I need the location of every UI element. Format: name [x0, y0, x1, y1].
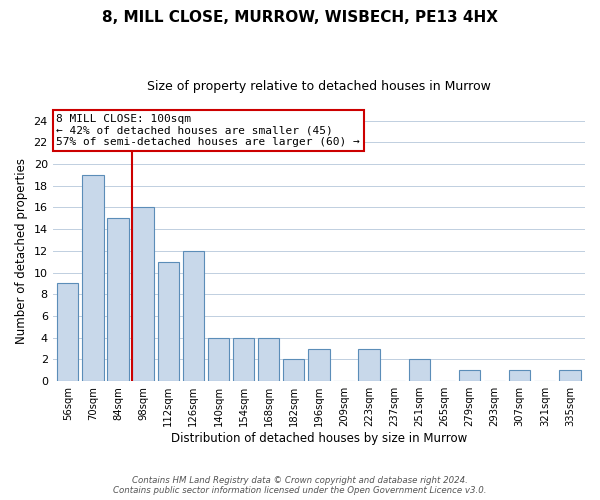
Text: 8 MILL CLOSE: 100sqm
← 42% of detached houses are smaller (45)
57% of semi-detac: 8 MILL CLOSE: 100sqm ← 42% of detached h…: [56, 114, 360, 147]
Bar: [559, 370, 581, 381]
X-axis label: Distribution of detached houses by size in Murrow: Distribution of detached houses by size …: [171, 432, 467, 445]
Bar: [57, 284, 79, 381]
Bar: [158, 262, 179, 381]
Y-axis label: Number of detached properties: Number of detached properties: [15, 158, 28, 344]
Text: 8, MILL CLOSE, MURROW, WISBECH, PE13 4HX: 8, MILL CLOSE, MURROW, WISBECH, PE13 4HX: [102, 10, 498, 25]
Bar: [182, 251, 204, 381]
Bar: [107, 218, 128, 381]
Title: Size of property relative to detached houses in Murrow: Size of property relative to detached ho…: [147, 80, 491, 93]
Bar: [459, 370, 480, 381]
Bar: [509, 370, 530, 381]
Bar: [283, 360, 304, 381]
Bar: [409, 360, 430, 381]
Bar: [233, 338, 254, 381]
Bar: [308, 348, 329, 381]
Bar: [258, 338, 279, 381]
Bar: [208, 338, 229, 381]
Bar: [358, 348, 380, 381]
Bar: [82, 175, 104, 381]
Text: Contains HM Land Registry data © Crown copyright and database right 2024.
Contai: Contains HM Land Registry data © Crown c…: [113, 476, 487, 495]
Bar: [133, 208, 154, 381]
